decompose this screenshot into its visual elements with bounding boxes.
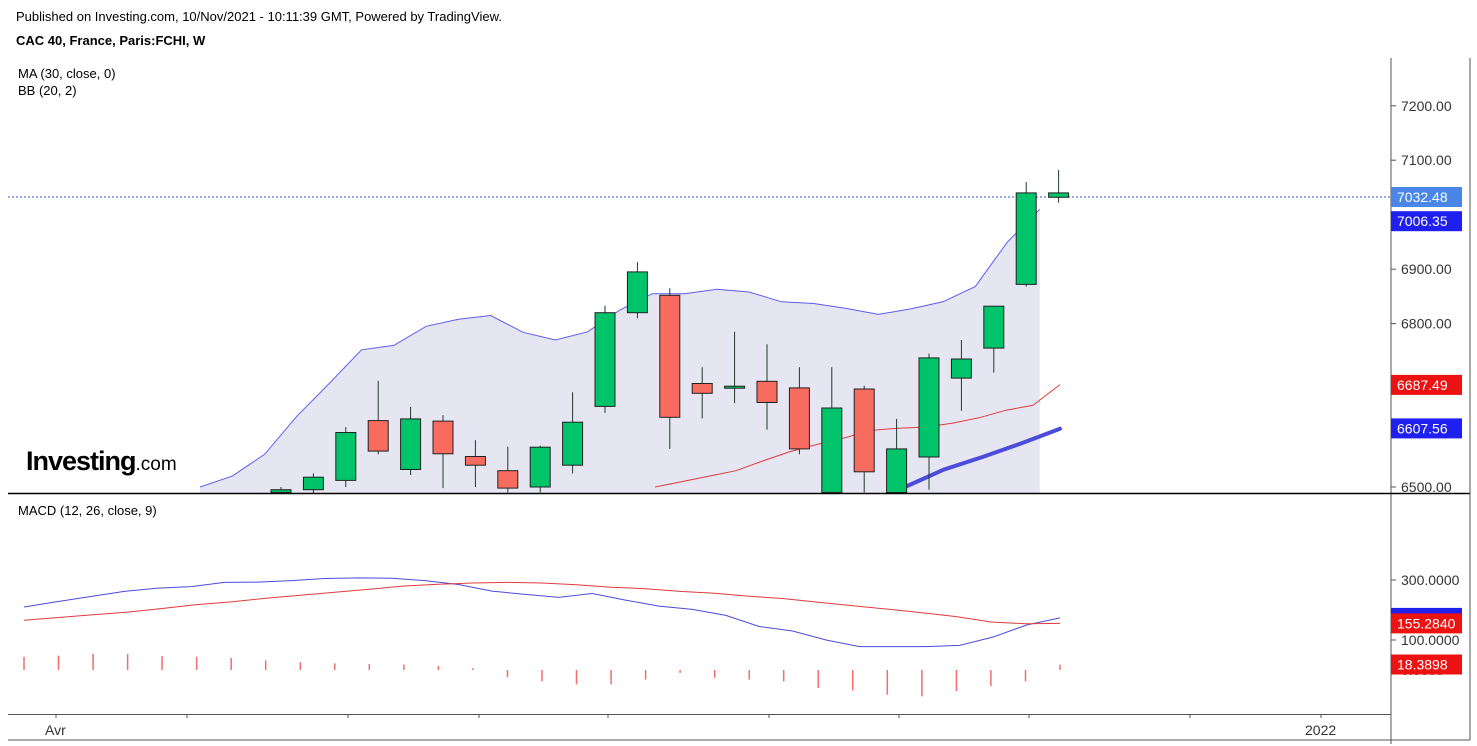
macd-tag: 18.3898 xyxy=(1391,654,1462,675)
tag-background xyxy=(1391,654,1462,675)
price-tags: 7032.487006.356687.496607.56173.6738155.… xyxy=(1391,187,1462,675)
tag-label: 7032.48 xyxy=(1397,189,1448,205)
macd-pane xyxy=(23,577,1061,697)
investing-logo: Investing.com xyxy=(26,446,177,477)
tag-label: 6687.49 xyxy=(1397,377,1448,393)
y-tick-label: 7100.00 xyxy=(1401,152,1452,168)
candle-body xyxy=(594,312,616,407)
candle xyxy=(302,473,324,493)
candle xyxy=(788,367,810,455)
candle-body xyxy=(950,358,972,379)
candle-body xyxy=(562,421,584,466)
candle-body xyxy=(270,489,292,493)
candle xyxy=(529,445,551,493)
candle xyxy=(626,262,648,319)
candle-body xyxy=(529,446,551,488)
candle-body xyxy=(1015,192,1037,285)
bollinger-upper-line xyxy=(199,208,1041,488)
candle xyxy=(270,487,292,493)
candle-body xyxy=(886,448,908,493)
price-tag: 7032.48 xyxy=(1391,187,1462,207)
tag-background xyxy=(1391,211,1462,232)
trend-line xyxy=(903,426,1062,489)
tag-label: 6607.56 xyxy=(1397,420,1448,436)
logo-main: Investing xyxy=(26,446,137,476)
candle-body xyxy=(983,305,1005,349)
candle-body xyxy=(853,388,875,473)
y-tick-label: 7200.00 xyxy=(1401,98,1452,114)
candle-body xyxy=(400,418,422,470)
candle xyxy=(464,440,486,487)
bb-indicator-label[interactable]: BB (20, 2) xyxy=(18,83,77,98)
candle-body xyxy=(626,271,648,314)
candle-body xyxy=(1048,192,1070,198)
macd-tick-label: 100.0000 xyxy=(1401,632,1460,648)
candle-body xyxy=(821,407,843,493)
candle-body xyxy=(464,456,486,466)
candle xyxy=(886,418,908,493)
price-pane xyxy=(8,170,1391,493)
macd-line xyxy=(23,577,1061,648)
published-caption: Published on Investing.com, 10/Nov/2021 … xyxy=(16,9,502,24)
candle xyxy=(1048,170,1070,203)
candle xyxy=(918,353,940,490)
candle xyxy=(432,415,454,489)
tag-label: 7006.35 xyxy=(1397,213,1448,229)
logo-suffix: .com xyxy=(135,454,177,475)
x-tick-label: Avr xyxy=(45,722,66,738)
candle-body xyxy=(497,470,519,489)
candle xyxy=(335,427,357,487)
macd-indicator-label[interactable]: MACD (12, 26, close, 9) xyxy=(18,503,157,518)
tag-label: 155.2840 xyxy=(1397,615,1456,631)
axes: 7200.00 7100.00 6900.00 6800.00 6500.00 300.0… xyxy=(8,58,1471,744)
candle xyxy=(983,305,1005,373)
candle-body xyxy=(367,420,389,452)
candle-body xyxy=(335,432,357,481)
y-tick-label: 6500.00 xyxy=(1401,479,1452,495)
tag-background xyxy=(1391,374,1462,395)
y-tick-label: 6800.00 xyxy=(1401,316,1452,332)
symbol-title: CAC 40, France, Paris:FCHI, W xyxy=(16,33,206,48)
candle xyxy=(691,367,713,419)
candle xyxy=(950,340,972,411)
price-tag: 6607.56 xyxy=(1391,418,1462,439)
tag-label: 18.3898 xyxy=(1397,657,1448,673)
candle-body xyxy=(918,357,940,458)
ma-indicator-label[interactable]: MA (30, close, 0) xyxy=(18,66,116,81)
bollinger-band-fill xyxy=(200,209,1040,493)
candle xyxy=(756,344,778,430)
y-tick-label: 6900.00 xyxy=(1401,261,1452,277)
candle xyxy=(821,367,843,493)
candle-body xyxy=(788,387,810,450)
candle xyxy=(853,385,875,493)
candle-body xyxy=(302,476,324,491)
candle-body xyxy=(724,385,746,389)
tag-background xyxy=(1391,418,1462,439)
signal-line xyxy=(23,581,1061,625)
candle xyxy=(367,380,389,455)
macd-tick-label: 300.0000 xyxy=(1401,572,1460,588)
candle-body xyxy=(432,420,454,455)
x-tick-label: 2022 xyxy=(1305,722,1336,738)
candle xyxy=(497,446,519,493)
candle xyxy=(400,406,422,475)
candle xyxy=(659,288,681,449)
tag-background xyxy=(1391,187,1462,207)
candle xyxy=(724,331,746,404)
price-tag: 7006.35 xyxy=(1391,211,1462,232)
candle xyxy=(1015,182,1037,287)
macd-tag: 155.2840 xyxy=(1391,613,1462,634)
tag-background xyxy=(1391,613,1462,634)
candle-body xyxy=(691,383,713,394)
candle-body xyxy=(659,294,681,418)
candle xyxy=(562,392,584,474)
candle xyxy=(594,305,616,413)
price-tag: 6687.49 xyxy=(1391,374,1462,395)
candle-body xyxy=(756,380,778,403)
